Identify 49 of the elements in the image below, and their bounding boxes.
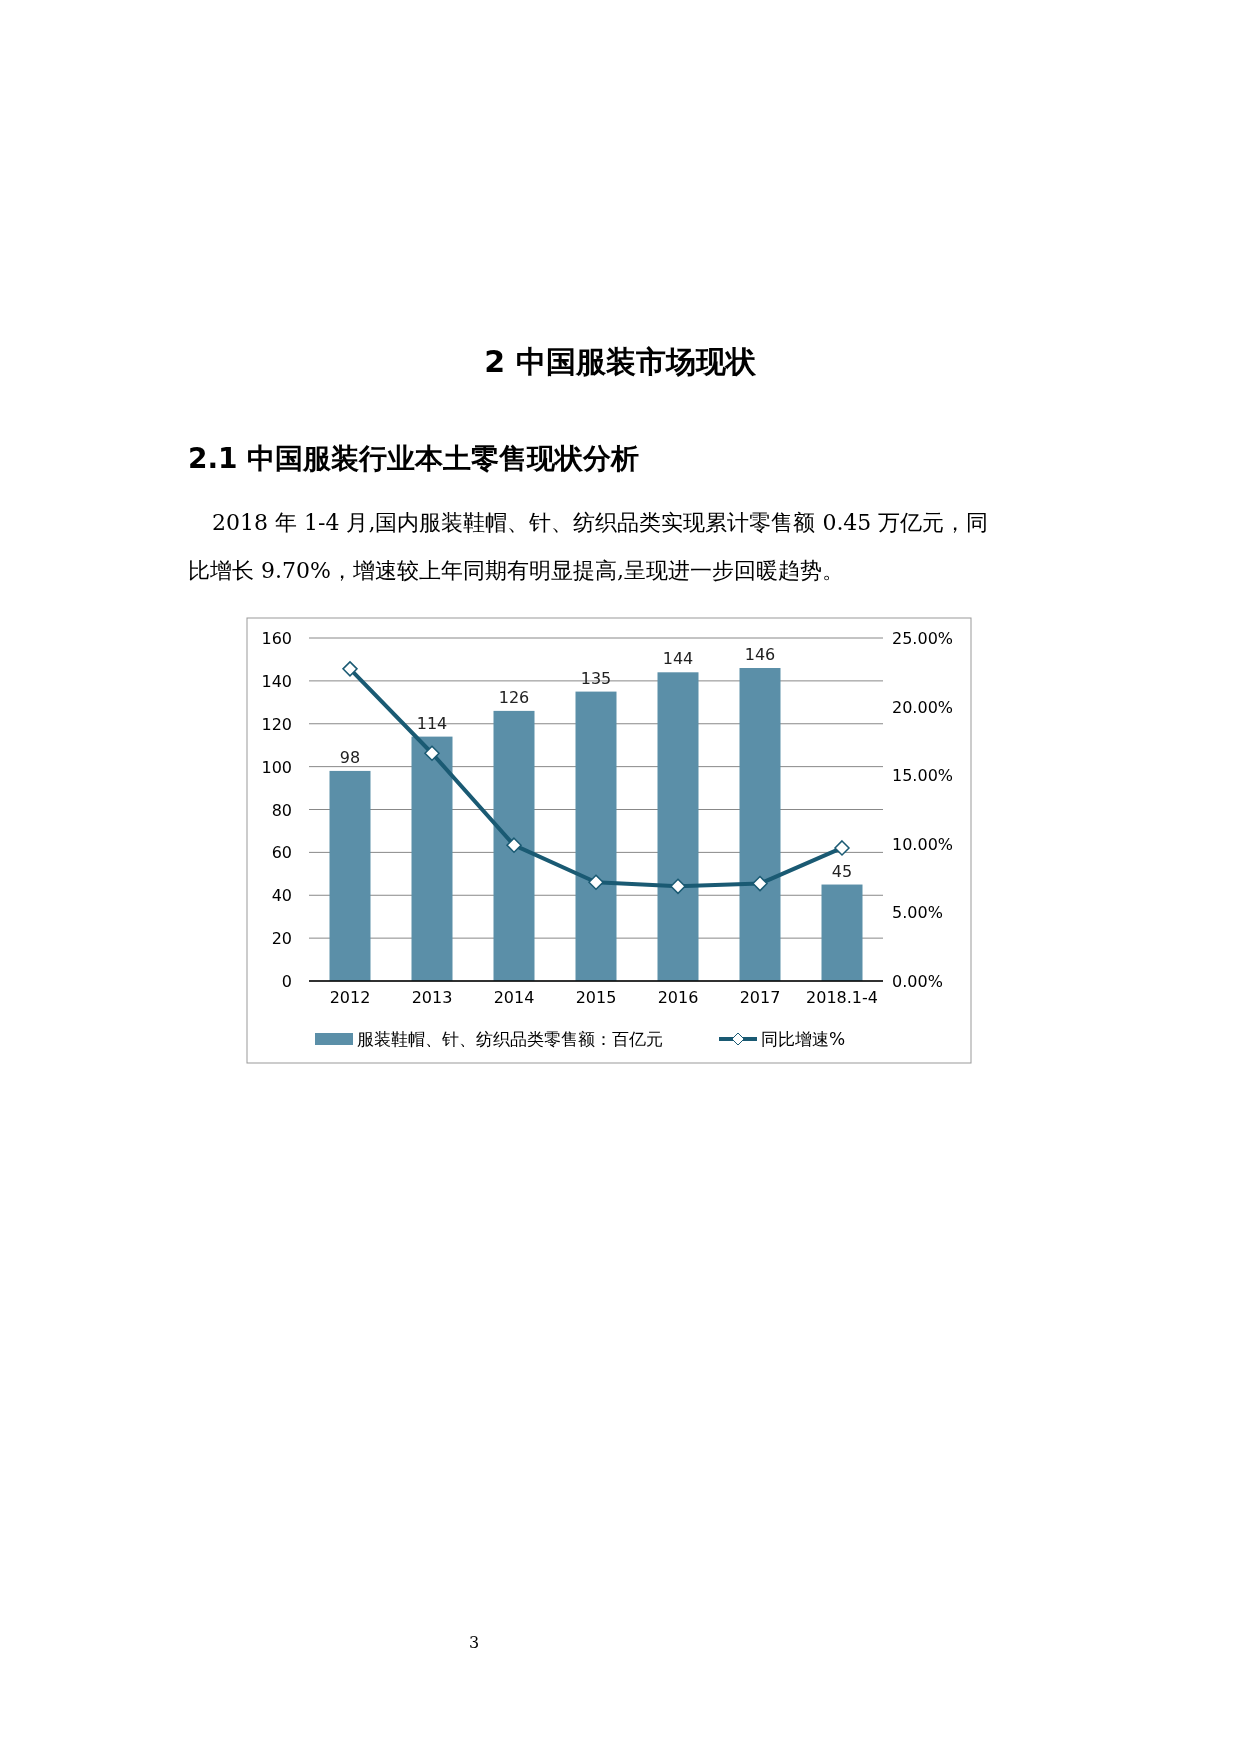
y-tick-label: 80 <box>271 800 292 820</box>
y-tick-label: 120 <box>261 714 292 734</box>
x-tick-label: 2014 <box>493 988 535 1007</box>
x-tick-label: 2018.1-4 <box>806 988 878 1007</box>
x-tick-label: 2013 <box>411 988 453 1007</box>
point <box>588 874 604 890</box>
data-label: 114 <box>416 713 448 733</box>
bar <box>411 736 453 981</box>
y2-tick-label: 25.00% <box>892 629 954 648</box>
point <box>752 875 768 892</box>
chart-subtitle: 2.1 中国服装行业本土零售现状分析 <box>188 442 640 475</box>
bar <box>575 691 617 981</box>
bar <box>657 672 699 981</box>
bar <box>493 710 535 981</box>
data-label: 135 <box>580 668 612 688</box>
y2-tick-label: 10.00% <box>892 834 954 854</box>
y-tick-label: 160 <box>261 629 292 648</box>
y2-tick-label: 20.00% <box>892 697 954 717</box>
point <box>424 745 440 761</box>
y-tick-label: 40 <box>271 886 292 906</box>
y2-tick-label: 15.00% <box>892 766 954 786</box>
point <box>670 878 686 895</box>
y2-tick-label: 0.00% <box>892 972 943 991</box>
data-label: 146 <box>744 645 776 665</box>
x-tick-label: 2012 <box>329 988 371 1007</box>
point <box>342 661 358 677</box>
legend-label: 服装鞋帽、针、纺织品类零售额：百亿元 <box>357 1029 663 1049</box>
x-tick-label: 2017 <box>739 988 781 1007</box>
y-tick-label: 0 <box>281 972 292 991</box>
bar <box>739 668 781 981</box>
data-label: 126 <box>498 687 530 707</box>
text: 2018 年 1-4 月,国内服装鞋帽、针、纺织品类实现累计零售额 0.45 万亿元，同比增长 9.70%，增速较上年同期有明显提高,呈现进一步回暖趋势。 <box>188 510 989 583</box>
bar <box>329 770 371 981</box>
y-tick-label: 140 <box>261 671 292 691</box>
legend-label: 同比增速% <box>761 1029 846 1049</box>
chart-title: 2 中国服装市场现状 <box>484 344 757 379</box>
point <box>834 840 850 856</box>
x-tick-label: 2016 <box>657 988 699 1007</box>
data-label: 98 <box>339 747 361 767</box>
point <box>506 837 522 853</box>
text: 3 <box>468 1633 480 1652</box>
data-label: 144 <box>662 649 694 669</box>
y-tick-label: 20 <box>271 929 292 949</box>
y2-tick-label: 5.00% <box>892 903 943 923</box>
x-tick-label: 2015 <box>575 988 617 1007</box>
y-tick-label: 100 <box>261 757 292 777</box>
bar <box>821 884 863 981</box>
y-tick-label: 60 <box>271 843 292 863</box>
data-label: 45 <box>831 861 853 881</box>
